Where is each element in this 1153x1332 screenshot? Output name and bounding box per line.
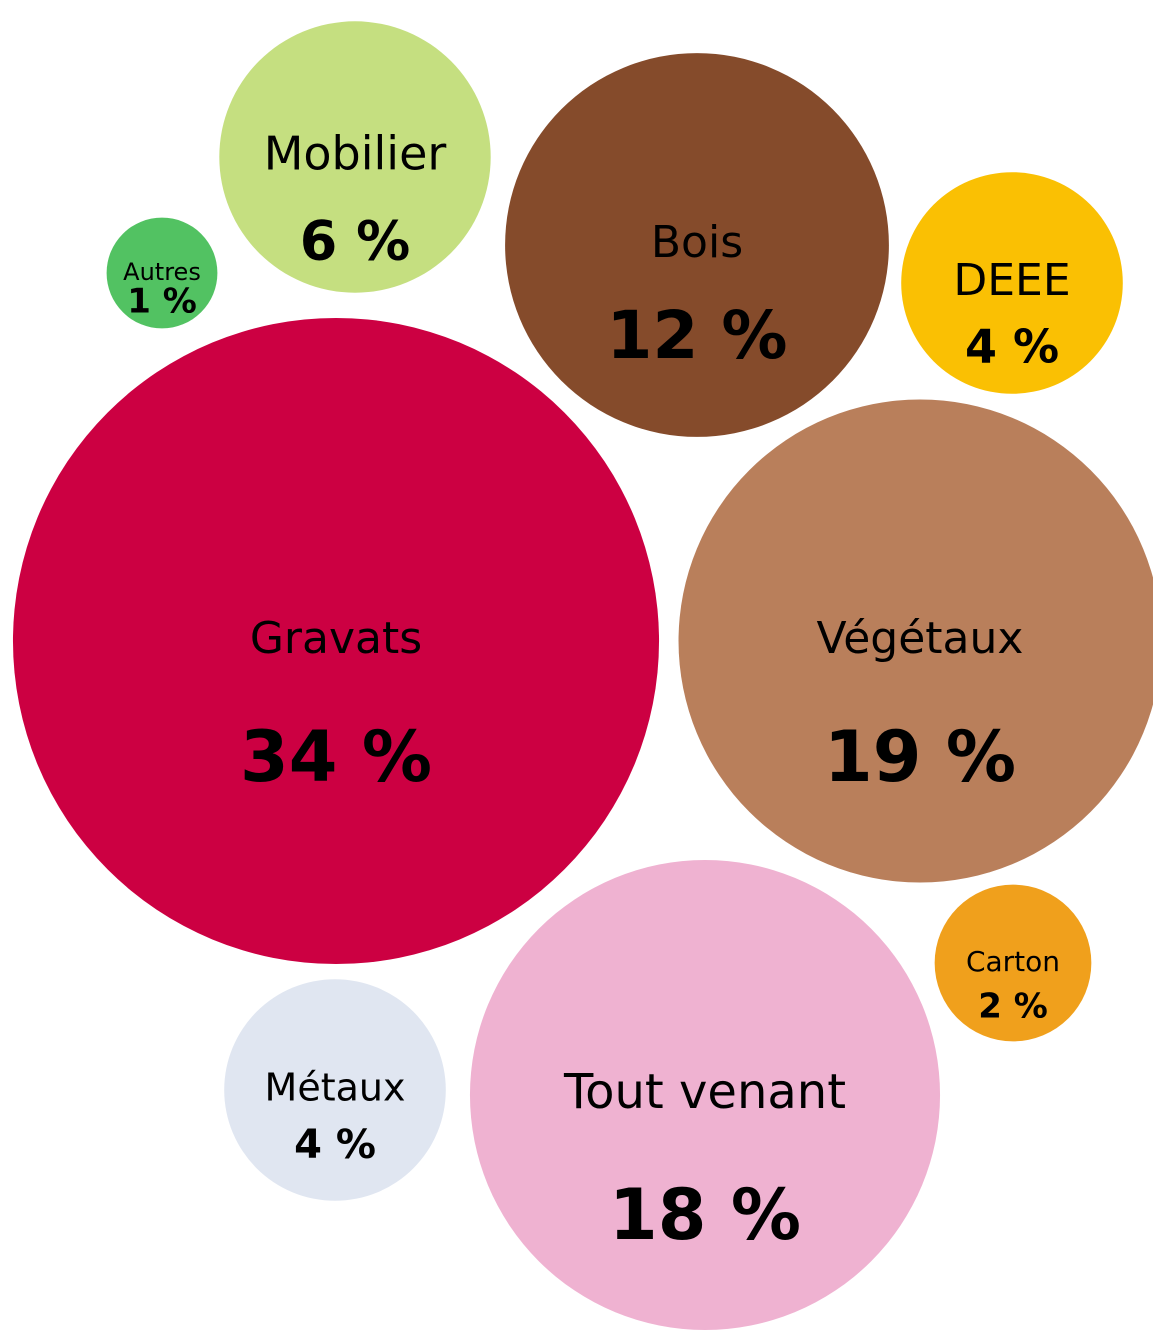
bubble-label: Mobilier — [264, 127, 447, 181]
bubble — [224, 979, 446, 1201]
bubble-label: Autres — [123, 258, 201, 286]
bubble — [901, 172, 1123, 394]
bubble-value: 1 % — [127, 282, 197, 322]
bubble — [505, 53, 889, 437]
bubble-value: 4 % — [965, 320, 1059, 374]
bubble — [469, 859, 941, 1331]
bubble — [106, 217, 218, 329]
bubble — [678, 399, 1153, 883]
bubble-value: 18 % — [609, 1174, 801, 1256]
bubble — [219, 21, 491, 293]
bubble-value: 2 % — [978, 987, 1048, 1027]
bubble-value: 19 % — [824, 716, 1016, 798]
bubble-label: Végétaux — [817, 613, 1024, 664]
bubble-label: Tout venant — [563, 1064, 846, 1120]
bubble-value: 34 % — [240, 716, 432, 798]
bubble-value: 6 % — [300, 210, 410, 273]
bubble — [12, 317, 660, 965]
bubble-value: 12 % — [607, 297, 788, 374]
bubble-value: 4 % — [294, 1122, 376, 1168]
bubble — [934, 884, 1092, 1042]
bubble-label: Carton — [966, 945, 1060, 978]
bubble-label: Gravats — [250, 613, 422, 664]
bubble-label: Bois — [651, 217, 743, 268]
bubble-label: Métaux — [265, 1066, 406, 1110]
bubble-label: DEEE — [953, 255, 1070, 306]
